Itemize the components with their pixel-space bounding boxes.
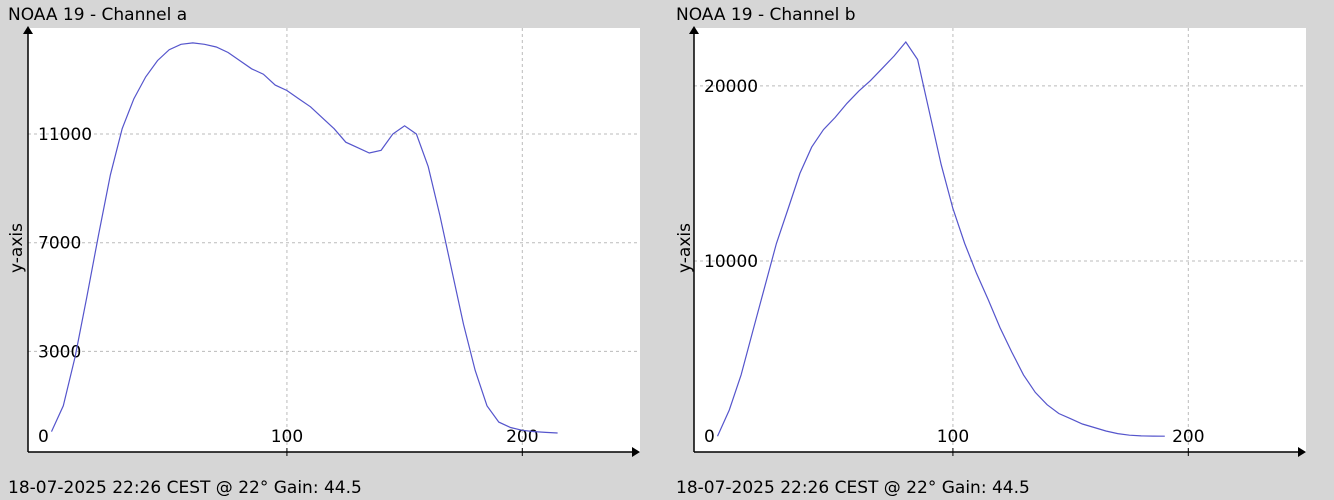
chart-a-y-axis-arrow [23, 26, 33, 34]
chart-a-y-axis-label: y-axis [7, 223, 27, 273]
chart-b-title: NOAA 19 - Channel b [676, 5, 856, 25]
chart-b-axes [689, 26, 1306, 457]
chart-b-x-tick-label: 200 [1172, 427, 1204, 447]
chart-b-y-axis-label: y-axis [675, 223, 695, 273]
chart-channel-a: NOAA 19 - Channel a y-axis 0 100 200 300… [7, 5, 640, 498]
chart-b-plot-area [694, 28, 1306, 452]
chart-a-x-tick-label: 200 [506, 427, 538, 447]
chart-a-x-axis-arrow [632, 447, 640, 457]
chart-b-footer: 18-07-2025 22:26 CEST @ 22° Gain: 44.5 [676, 478, 1030, 498]
chart-b-grid [694, 28, 1306, 456]
chart-b-y-tick-label: 20000 [704, 77, 758, 97]
chart-a-title: NOAA 19 - Channel a [8, 5, 187, 25]
chart-a-axes [23, 26, 640, 457]
chart-b-x-tick-label: 100 [937, 427, 969, 447]
chart-channel-b: NOAA 19 - Channel b y-axis 0 100 200 100… [675, 5, 1306, 498]
chart-a-x-tick-label: 0 [38, 427, 49, 447]
chart-a-footer: 18-07-2025 22:26 CEST @ 22° Gain: 44.5 [8, 478, 362, 498]
chart-a-y-tick-label: 3000 [38, 342, 81, 362]
chart-b-series-line [716, 41, 1165, 437]
chart-b-y-tick-label: 10000 [704, 252, 758, 272]
chart-a-plot-area [28, 28, 640, 452]
chart-b-x-tick-label: 0 [704, 427, 715, 447]
chart-a-y-tick-label: 7000 [38, 234, 81, 254]
chart-a-y-tick-label: 11000 [38, 125, 92, 145]
chart-a-tick-labels: 0 100 200 3000 7000 11000 [38, 125, 539, 447]
chart-b-x-axis-arrow [1298, 447, 1306, 457]
chart-a-series-line [50, 42, 558, 434]
chart-b-tick-labels: 0 100 200 10000 20000 [704, 77, 1205, 447]
chart-b-y-axis-arrow [689, 26, 699, 34]
chart-a-x-tick-label: 100 [271, 427, 303, 447]
